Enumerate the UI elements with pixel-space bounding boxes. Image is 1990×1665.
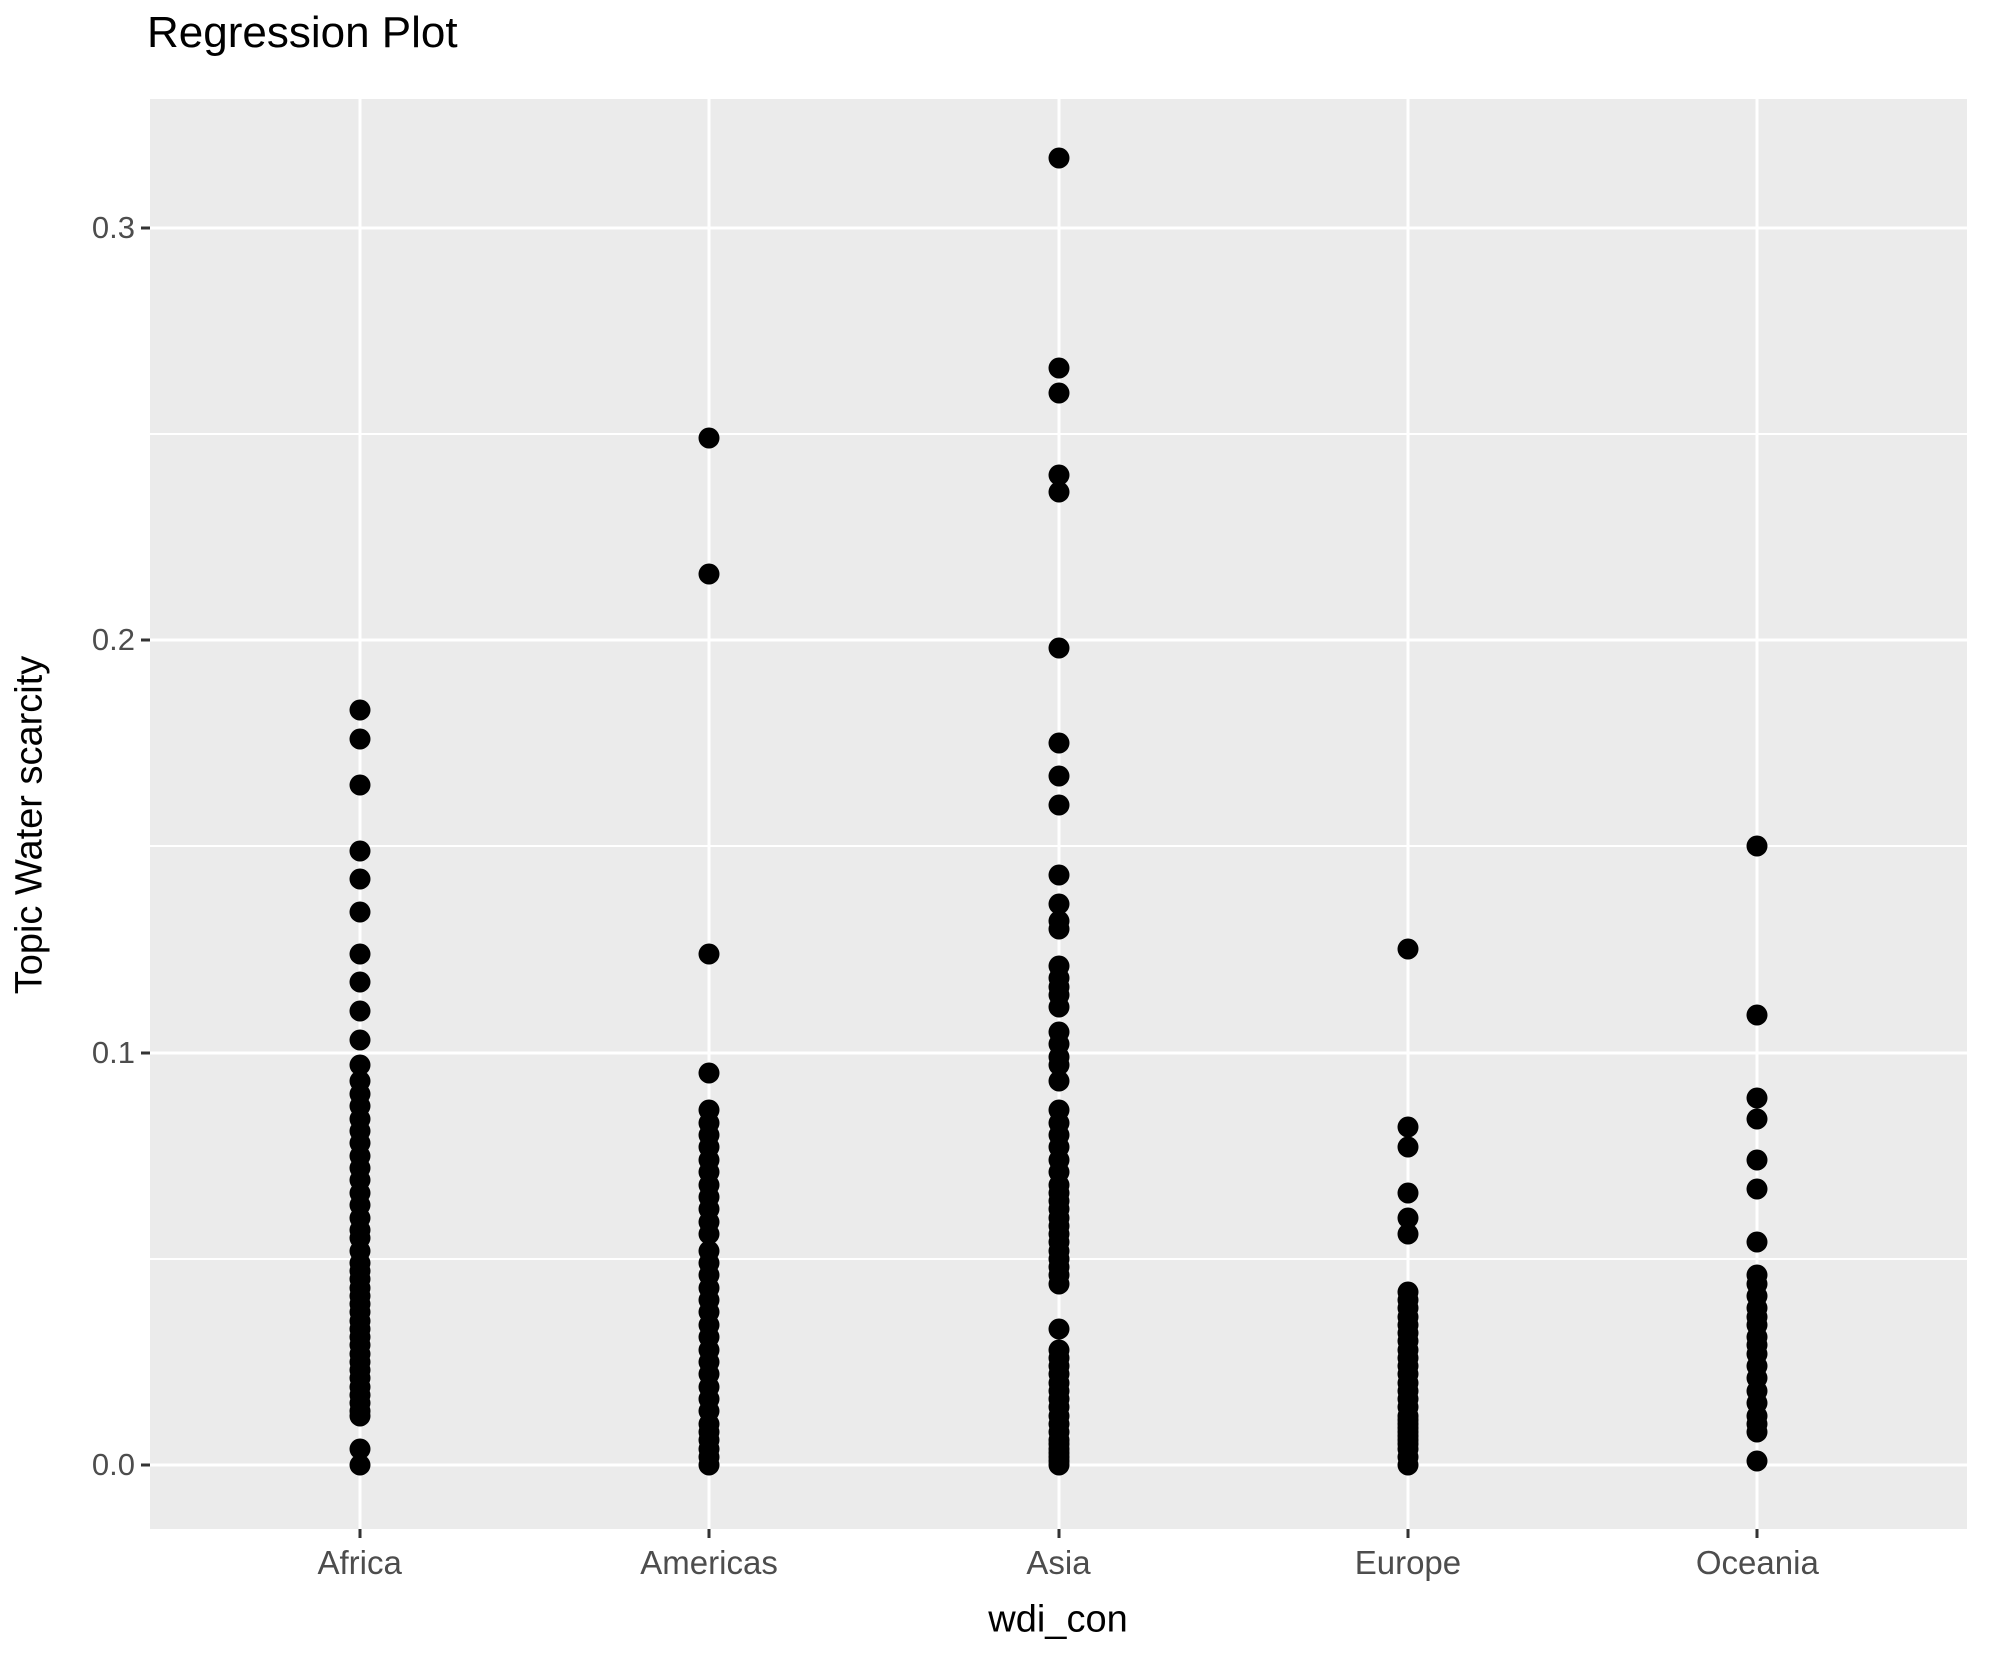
data-point-oceania [1746, 1004, 1768, 1026]
data-point-americas [698, 427, 720, 449]
x-tick-label: Asia [1026, 1544, 1091, 1581]
y-tick-label: 0.3 [91, 209, 135, 245]
data-point-africa [349, 1405, 371, 1427]
gridline-x-major [1406, 99, 1410, 1529]
y-axis-tick [141, 226, 150, 230]
x-tick-label: Europe [1354, 1544, 1462, 1581]
x-axis-title: wdi_con [988, 1598, 1128, 1641]
data-point-africa [349, 868, 371, 890]
plot-title: Regression Plot [147, 8, 458, 57]
data-point-asia [1048, 147, 1069, 169]
data-point-africa [349, 901, 371, 923]
data-point-asia [1048, 1273, 1069, 1295]
y-tick-label: 0.1 [91, 1034, 135, 1070]
data-point-oceania [1746, 1108, 1768, 1130]
data-point-oceania [1746, 1421, 1768, 1443]
data-point-africa [349, 699, 371, 721]
data-point-asia [1048, 637, 1069, 659]
y-axis-title: Topic Water scarcity [8, 655, 51, 995]
data-point-africa [349, 840, 371, 861]
data-point-asia [1048, 382, 1069, 404]
data-point-oceania [1746, 1178, 1768, 1200]
data-point-europe [1397, 1136, 1419, 1158]
data-point-americas [698, 1062, 720, 1084]
data-point-asia [1048, 765, 1069, 787]
data-point-oceania [1746, 1450, 1768, 1472]
data-point-europe [1397, 1454, 1419, 1476]
data-point-asia [1048, 1454, 1069, 1476]
x-tick-label: Africa [317, 1544, 402, 1581]
x-axis-tick [707, 1529, 711, 1538]
data-point-asia [1048, 1054, 1069, 1076]
data-point-europe [1397, 938, 1419, 960]
data-point-asia [1048, 357, 1069, 379]
data-point-americas [698, 943, 720, 965]
data-point-asia [1048, 918, 1069, 940]
data-point-africa [349, 1054, 371, 1076]
x-axis-tick [358, 1529, 362, 1538]
y-axis-tick [141, 1051, 150, 1055]
data-point-oceania [1746, 1231, 1768, 1253]
y-axis-tick [141, 1463, 150, 1467]
data-point-asia [1048, 1070, 1069, 1092]
data-point-asia [1048, 732, 1069, 754]
data-point-americas [698, 1454, 720, 1476]
data-point-africa [349, 1000, 371, 1022]
data-point-americas [698, 563, 720, 585]
data-point-africa [349, 943, 371, 965]
data-point-asia [1048, 481, 1069, 503]
data-point-asia [1048, 864, 1069, 886]
gridline-x-major [707, 99, 711, 1529]
data-point-europe [1397, 1116, 1419, 1138]
data-point-africa [349, 774, 371, 795]
data-point-oceania [1746, 835, 1768, 857]
data-point-asia [1048, 464, 1069, 486]
data-point-oceania [1746, 1087, 1768, 1109]
x-axis-tick [1057, 1529, 1060, 1538]
data-point-americas [698, 1223, 720, 1245]
data-point-africa [349, 728, 371, 750]
data-point-oceania [1746, 1149, 1768, 1171]
data-point-europe [1397, 1207, 1419, 1229]
data-point-africa [349, 971, 371, 993]
x-axis-tick [1406, 1529, 1410, 1538]
y-tick-label: 0.0 [91, 1447, 135, 1483]
plot-panel [150, 99, 1967, 1529]
y-axis-tick [141, 638, 150, 642]
data-point-africa [349, 1454, 371, 1476]
y-tick-label: 0.2 [91, 622, 135, 658]
data-point-asia [1048, 893, 1069, 915]
gridline-x-major [358, 99, 362, 1529]
data-point-europe [1397, 1223, 1419, 1245]
data-point-europe [1397, 1182, 1419, 1204]
gridline-x-major [1755, 99, 1759, 1529]
data-point-africa [349, 1029, 371, 1051]
data-point-asia [1048, 794, 1069, 816]
data-point-asia [1048, 996, 1069, 1018]
data-point-asia [1048, 1318, 1069, 1340]
x-axis-tick [1755, 1529, 1759, 1538]
x-tick-label: Americas [640, 1544, 778, 1581]
x-tick-label: Oceania [1695, 1544, 1819, 1581]
data-point-africa [349, 1438, 371, 1460]
